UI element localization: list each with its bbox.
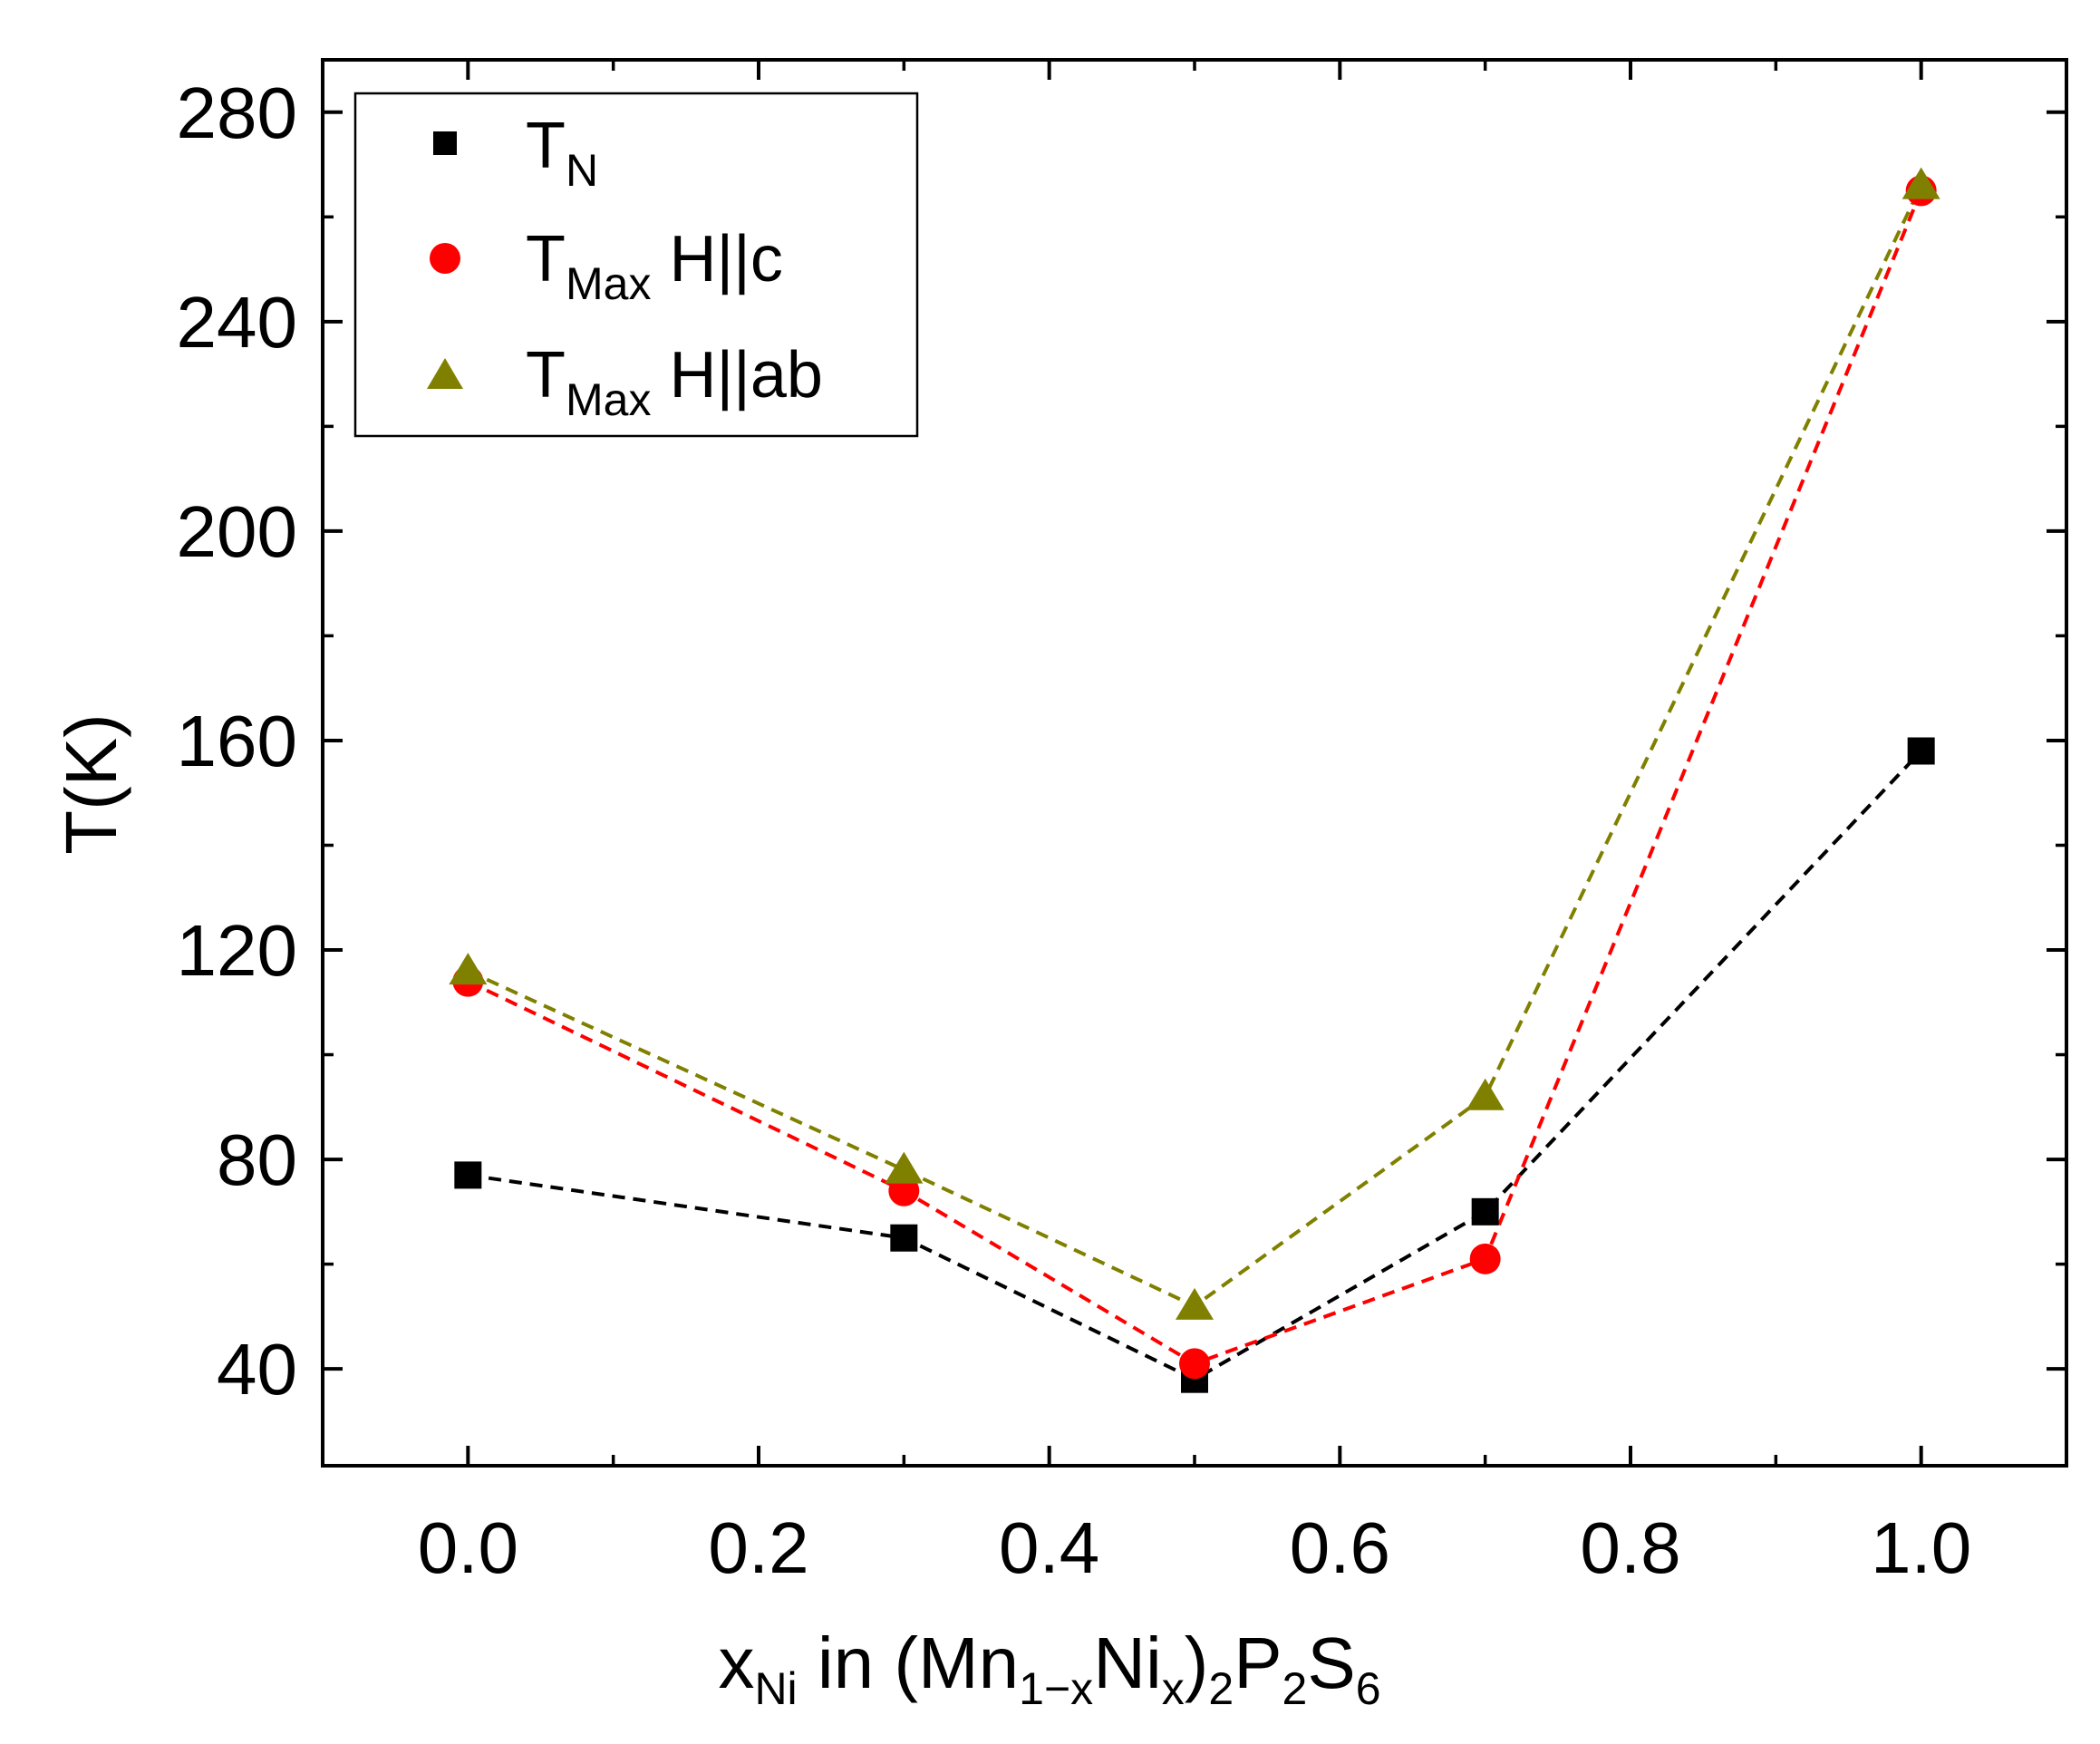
x-tick-label: 0.6 xyxy=(1290,1507,1390,1588)
y-tick-label: 120 xyxy=(177,910,297,991)
y-tick-label: 40 xyxy=(217,1329,297,1410)
y-tick-label: 200 xyxy=(177,491,297,572)
y-tick-label: 160 xyxy=(177,701,297,781)
y-axis-title: T(K) xyxy=(51,713,131,855)
x-tick-label: 0.8 xyxy=(1580,1507,1680,1588)
tick-labels: 0.0 0.2 0.4 0.6 0.8 1.0 40 80 120 160 200 240 280 xyxy=(177,73,1972,1588)
x-axis-title: xNi in (Mn1−xNix)2P2S6 xyxy=(718,1623,1380,1714)
legend: TN TMax H||c TMax H||ab xyxy=(353,92,919,438)
legend-label-tn: TN xyxy=(526,110,598,196)
data-point-s2-2 xyxy=(1176,1287,1214,1320)
x-tick-label: 0.0 xyxy=(418,1507,518,1588)
y-tick-label: 240 xyxy=(177,282,297,363)
data-point-s0-1 xyxy=(890,1224,918,1252)
data-point-s2-3 xyxy=(1466,1078,1505,1110)
legend-label-tmax-ab: TMax H||ab xyxy=(526,339,823,425)
x-tick-label: 0.2 xyxy=(708,1507,808,1588)
series-markers xyxy=(449,167,1940,1393)
data-point-s0-4 xyxy=(1907,737,1935,765)
data-point-s2-4 xyxy=(1902,167,1940,199)
legend-marker-tmax-ab xyxy=(427,358,463,389)
data-point-s1-3 xyxy=(1469,1243,1501,1274)
x-tick-label: 0.4 xyxy=(999,1507,1099,1588)
data-point-s2-1 xyxy=(885,1151,924,1184)
legend-label-tmax-c: TMax H||c xyxy=(526,223,783,309)
series-line-0 xyxy=(468,750,1923,1381)
data-point-s1-2 xyxy=(1179,1348,1210,1380)
data-point-s0-0 xyxy=(454,1161,482,1189)
data-point-s2-0 xyxy=(449,953,488,985)
y-tick-label: 280 xyxy=(177,73,297,153)
legend-marker-tn xyxy=(433,131,457,155)
x-tick-label: 1.0 xyxy=(1871,1507,1971,1588)
axis-ticks xyxy=(323,60,2066,1466)
data-point-s0-3 xyxy=(1471,1197,1499,1226)
y-tick-label: 80 xyxy=(217,1119,297,1200)
legend-marker-tmax-c xyxy=(430,243,460,274)
